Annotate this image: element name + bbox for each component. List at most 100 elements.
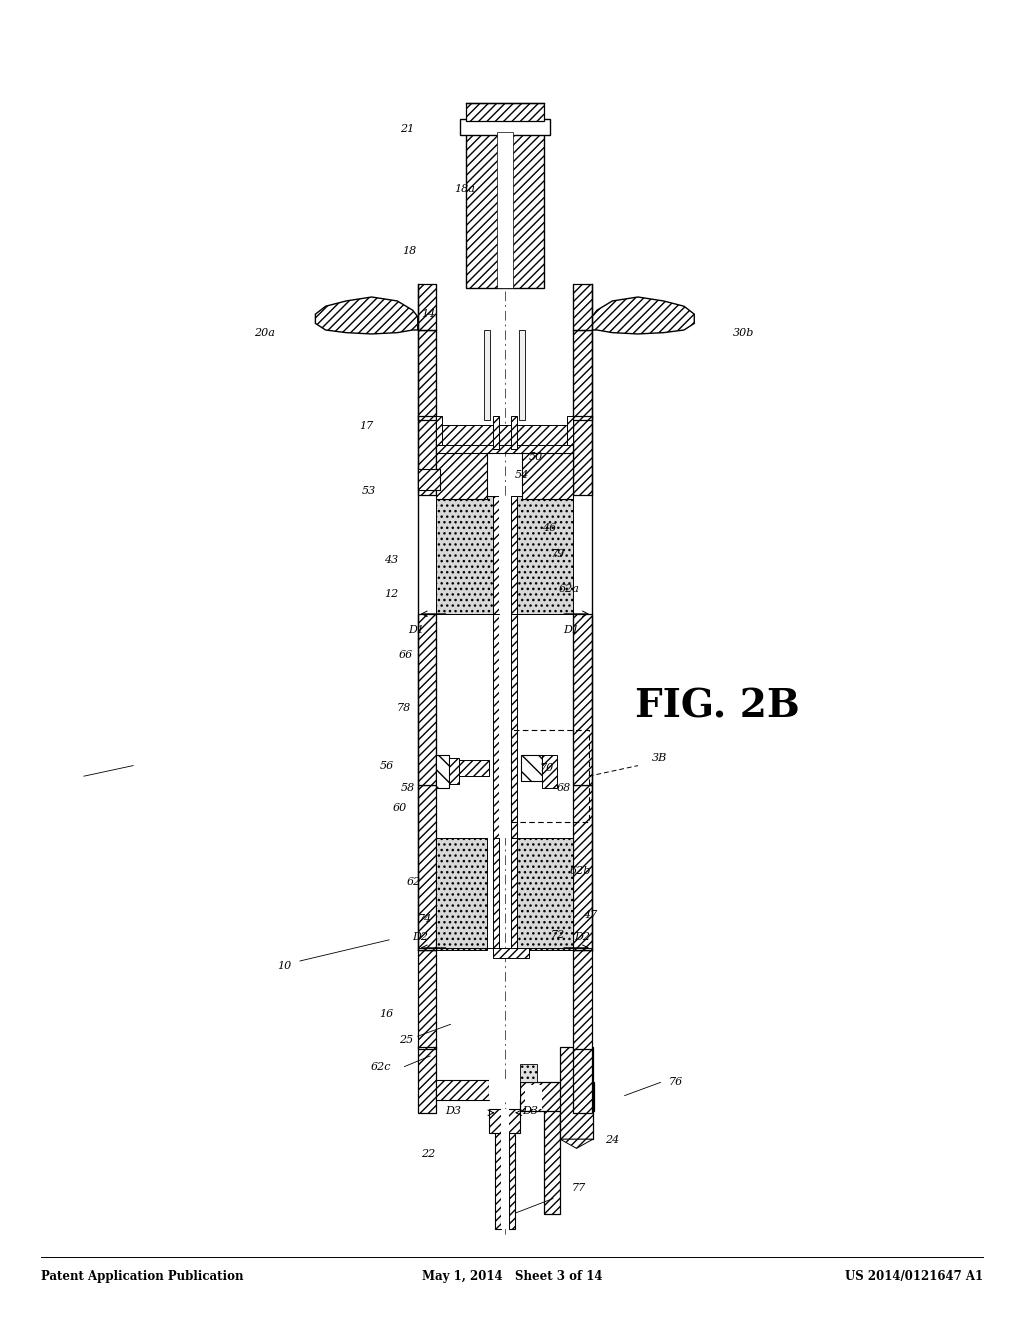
Bar (418, 785, 436, 950)
Bar (497, 132, 513, 288)
Text: 56: 56 (380, 760, 394, 771)
Text: 18: 18 (402, 246, 417, 256)
Bar (567, 416, 573, 445)
Bar (573, 416, 592, 495)
Text: 18a: 18a (455, 183, 475, 194)
Text: 60: 60 (392, 803, 407, 813)
Bar (519, 330, 525, 420)
Text: 62b: 62b (570, 866, 591, 876)
Text: 79: 79 (551, 549, 565, 560)
Text: 30b: 30b (733, 327, 754, 338)
Text: May 1, 2014   Sheet 3 of 14: May 1, 2014 Sheet 3 of 14 (422, 1270, 602, 1283)
Bar (520, 1082, 594, 1111)
Text: US 2014/0121647 A1: US 2014/0121647 A1 (845, 1270, 983, 1283)
Bar (509, 1130, 515, 1229)
Polygon shape (560, 1139, 593, 1148)
Text: FIG. 2B: FIG. 2B (635, 688, 800, 725)
Bar (511, 838, 517, 950)
Text: 62c: 62c (371, 1061, 391, 1072)
Text: 21: 21 (400, 124, 415, 135)
Bar (517, 496, 573, 614)
Bar (436, 416, 442, 445)
Text: 76: 76 (669, 1077, 683, 1088)
Text: 68: 68 (557, 783, 571, 793)
Bar (484, 330, 490, 420)
Text: 16: 16 (379, 1008, 393, 1019)
Bar (493, 948, 529, 958)
Bar (436, 496, 493, 614)
Bar (459, 760, 489, 776)
Bar (499, 496, 511, 614)
Text: 46: 46 (542, 523, 556, 533)
Text: 24: 24 (605, 1135, 620, 1146)
Bar (418, 614, 436, 785)
Bar (493, 614, 499, 838)
Bar (573, 950, 592, 1049)
Bar (449, 758, 459, 784)
Text: 22: 22 (421, 1148, 435, 1159)
Bar (489, 1080, 520, 1100)
Polygon shape (315, 297, 418, 334)
Text: 74: 74 (418, 913, 432, 924)
Bar (436, 755, 449, 788)
Bar (511, 614, 517, 838)
Polygon shape (592, 297, 694, 334)
Bar (418, 950, 436, 1049)
Bar (501, 1130, 509, 1229)
Bar (573, 1047, 592, 1113)
Bar (521, 755, 542, 781)
Text: 62a: 62a (559, 583, 580, 594)
Text: 62: 62 (407, 876, 421, 887)
Bar (436, 442, 573, 453)
Text: 43: 43 (384, 554, 398, 565)
Text: D2: D2 (574, 932, 591, 942)
Text: 25: 25 (399, 1035, 414, 1045)
Bar (499, 614, 511, 838)
Text: D2: D2 (412, 932, 428, 942)
Text: 54: 54 (515, 470, 529, 480)
Text: 70: 70 (540, 763, 554, 774)
Bar (442, 425, 567, 445)
Text: 58: 58 (400, 783, 415, 793)
Text: 66: 66 (398, 649, 413, 660)
Bar (436, 449, 487, 499)
Bar (522, 449, 573, 499)
Bar (418, 284, 436, 330)
Bar (511, 496, 517, 614)
Bar (493, 838, 499, 950)
Text: D1: D1 (408, 624, 424, 635)
Bar (493, 416, 499, 449)
Text: 14: 14 (421, 309, 435, 319)
Bar (418, 1047, 436, 1113)
Bar (560, 1047, 593, 1139)
Text: D1: D1 (563, 624, 580, 635)
Text: 12: 12 (384, 589, 398, 599)
Text: D3: D3 (445, 1106, 462, 1117)
Bar (517, 838, 573, 950)
Bar (573, 785, 592, 950)
Text: 10: 10 (278, 961, 292, 972)
Bar (501, 1109, 509, 1133)
Bar (573, 330, 592, 420)
Bar (489, 1109, 520, 1133)
Text: 3B: 3B (652, 752, 668, 763)
Bar (542, 755, 557, 788)
Bar (544, 1109, 560, 1214)
Text: 77: 77 (571, 1183, 586, 1193)
Bar (466, 103, 544, 121)
Bar (436, 1080, 489, 1100)
Text: 53: 53 (361, 486, 376, 496)
Bar (525, 1085, 542, 1109)
Bar (511, 730, 589, 822)
Text: 78: 78 (396, 702, 411, 713)
Text: 20a: 20a (254, 327, 274, 338)
Bar (493, 496, 499, 614)
Text: 50: 50 (528, 451, 543, 462)
Bar (573, 284, 592, 330)
Text: Patent Application Publication: Patent Application Publication (41, 1270, 244, 1283)
Bar (418, 416, 436, 495)
Bar (511, 416, 517, 449)
Bar (495, 1130, 501, 1229)
Bar (466, 132, 544, 288)
Bar (520, 1064, 537, 1082)
